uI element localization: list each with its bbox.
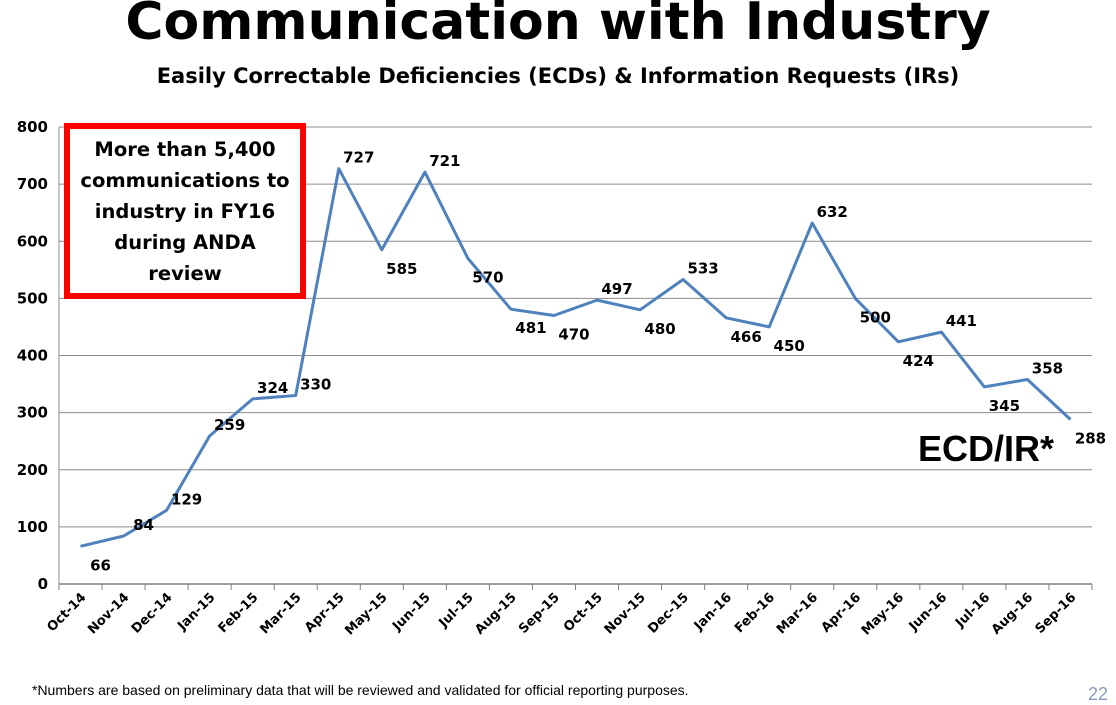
data-label: 480 [644, 320, 675, 338]
x-tick-label: Aug-16 [989, 590, 1036, 637]
x-tick-label: Dec-15 [645, 590, 692, 637]
x-tick-label: Feb-16 [732, 590, 778, 636]
x-tick-label: Jan-16 [691, 590, 735, 634]
x-tick-label: Sep-15 [516, 590, 563, 637]
x-tick-label: Dec-14 [129, 590, 176, 637]
data-label: 727 [343, 149, 374, 167]
x-tick-label: May-16 [859, 590, 907, 638]
y-tick-label: 100 [17, 518, 48, 536]
data-label: 324 [257, 379, 288, 397]
x-tick-label: Nov-14 [85, 590, 132, 637]
data-label: 288 [1075, 429, 1106, 447]
x-tick-label: Feb-15 [216, 590, 262, 636]
data-label: 585 [386, 260, 417, 278]
y-tick-label: 200 [17, 461, 48, 479]
data-label: 259 [214, 416, 245, 434]
y-tick-label: 800 [17, 118, 48, 136]
x-tick-label: Apr-15 [302, 590, 347, 635]
callout-box: More than 5,400 communications to indust… [64, 123, 306, 299]
y-tick-label: 700 [17, 175, 48, 193]
callout-text: More than 5,400 communications to indust… [80, 137, 290, 285]
data-label: 84 [133, 516, 154, 534]
data-labels: 66 84 129 259 324 330 727 585 721 570 481 470 497 480… [90, 149, 1106, 575]
y-tick-label: 300 [17, 404, 48, 422]
x-tick-label: Jun-15 [389, 590, 433, 634]
data-label: 466 [730, 328, 761, 346]
x-tick-label: Aug-15 [472, 590, 519, 637]
x-tick-label: Nov-15 [602, 590, 649, 637]
x-tick-label: Jul-15 [436, 590, 477, 631]
series-line [80, 167, 1072, 548]
x-tick-label: Jun-16 [906, 590, 950, 634]
data-label: 497 [601, 280, 632, 298]
data-label: 570 [472, 268, 503, 286]
data-label: 533 [687, 260, 718, 278]
data-label: 450 [774, 337, 805, 355]
x-tick-label: Oct-14 [44, 590, 89, 635]
data-label: 500 [860, 308, 891, 326]
data-label: 345 [989, 397, 1020, 415]
y-tick-label: 600 [17, 232, 48, 250]
data-label: 330 [300, 375, 331, 393]
y-tick-label: 400 [17, 347, 48, 365]
data-label: 470 [558, 326, 589, 344]
y-tick-label: 0 [38, 575, 48, 593]
x-tick-label: Sep-16 [1033, 590, 1080, 637]
page-title: Communication with Industry [125, 0, 991, 52]
y-axis-ticks: 0 100 200 300 400 500 600 700 800 [17, 118, 48, 593]
footnote: *Numbers are based on preliminary data t… [32, 682, 689, 698]
series-label: ECD/IR* [918, 428, 1055, 469]
data-label: 424 [903, 352, 934, 370]
x-tick-label: Apr-16 [819, 590, 864, 635]
x-tick-label: Jan-15 [174, 590, 218, 634]
x-tick-label: Mar-15 [257, 590, 304, 637]
y-tick-label: 500 [17, 289, 48, 307]
x-tick-label: Jul-16 [952, 590, 993, 631]
x-tick-label: May-15 [342, 590, 390, 638]
page-subtitle: Easily Correctable Deficiencies (ECDs) &… [156, 64, 960, 88]
data-label: 129 [171, 490, 202, 508]
x-tick-label: Oct-15 [561, 590, 606, 635]
data-label: 721 [429, 152, 460, 170]
x-tick-label: Mar-16 [774, 590, 821, 637]
page-number: 22 [1088, 684, 1109, 704]
data-label: 66 [90, 556, 111, 574]
data-label: 481 [515, 319, 546, 337]
data-label: 632 [817, 203, 848, 221]
data-label: 441 [946, 312, 977, 330]
data-label: 358 [1032, 359, 1063, 377]
